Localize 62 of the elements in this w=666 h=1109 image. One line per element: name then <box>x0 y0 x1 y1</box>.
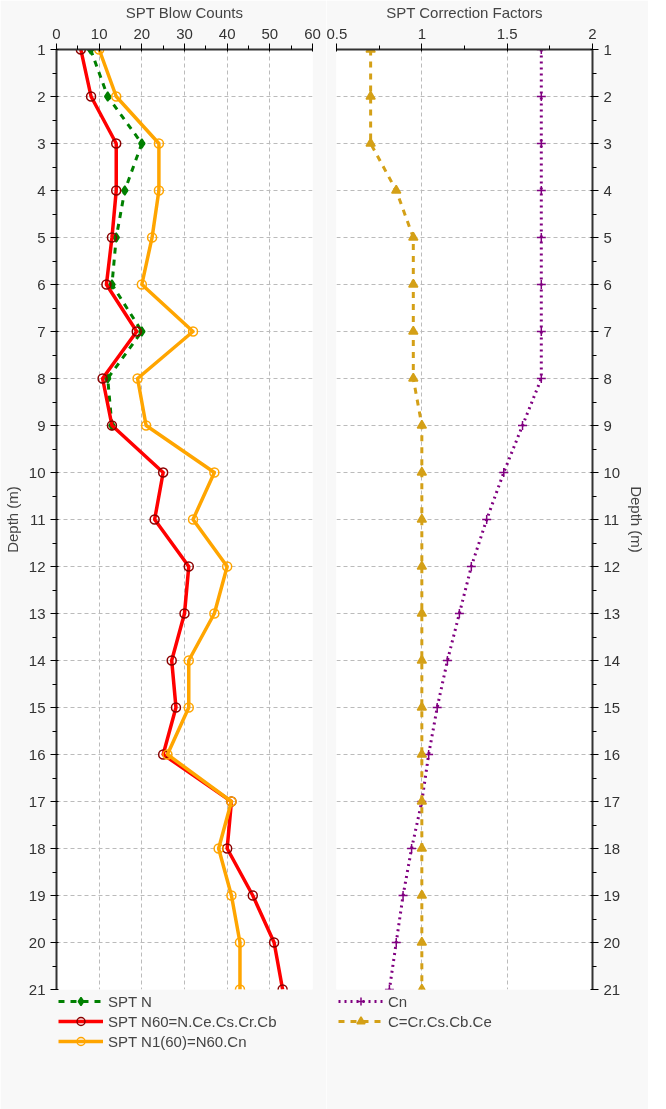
x-tick-label: 60 <box>304 24 321 42</box>
y-tick-label: 13 <box>28 604 46 622</box>
legend-label: SPT N60=N.Ce.Cs.Cr.Cb <box>108 1012 277 1030</box>
y-tick-label: 20 <box>603 933 621 951</box>
y-tick-label: 12 <box>603 557 621 575</box>
y-tick-label: 2 <box>603 87 612 105</box>
y-tick-label: 12 <box>28 557 46 575</box>
y-tick-label: 5 <box>603 228 612 246</box>
y-tick-label: 2 <box>37 87 46 105</box>
y-tick-label: 14 <box>603 651 621 669</box>
y-tick-label: 6 <box>37 275 46 293</box>
y-tick-label: 17 <box>603 792 621 810</box>
x-axis-title: SPT Blow Counts <box>125 3 244 21</box>
y-tick-label: 18 <box>28 839 46 857</box>
y-tick-label: 21 <box>28 980 46 998</box>
y-tick-label: 1 <box>37 40 46 58</box>
legend-label: SPT N1(60)=N60.Cn <box>108 1032 247 1050</box>
x-tick-label: 0 <box>52 24 61 42</box>
y-tick-label: 16 <box>603 745 621 763</box>
x-tick-label: 30 <box>176 24 193 42</box>
x-tick-label: 1.5 <box>496 24 518 42</box>
x-tick-label: 1 <box>417 24 427 42</box>
y-tick-label: 15 <box>603 698 621 716</box>
y-tick-label: 15 <box>28 698 46 716</box>
y-tick-label: 8 <box>603 369 612 387</box>
y-axis-title: Depth (m) <box>628 486 646 553</box>
y-tick-label: 8 <box>37 369 46 387</box>
y-axis-title: Depth (m) <box>3 486 21 553</box>
x-tick-label: 10 <box>90 24 108 42</box>
x-tick-label: 0.5 <box>326 24 348 42</box>
y-tick-label: 11 <box>29 510 46 528</box>
y-tick-label: 1 <box>603 40 612 58</box>
y-tick-label: 11 <box>603 510 620 528</box>
y-tick-label: 3 <box>37 134 46 152</box>
x-tick-label: 40 <box>218 24 236 42</box>
y-tick-label: 9 <box>37 416 46 434</box>
x-tick-label: 20 <box>133 24 151 42</box>
y-tick-label: 17 <box>28 792 46 810</box>
y-tick-label: 19 <box>603 886 621 904</box>
legend-label: C=Cr.Cs.Cb.Ce <box>388 1012 492 1030</box>
y-tick-label: 9 <box>603 416 612 434</box>
y-tick-label: 10 <box>28 463 46 481</box>
y-tick-label: 5 <box>37 228 46 246</box>
y-tick-label: 14 <box>28 651 46 669</box>
y-tick-label: 7 <box>603 322 612 340</box>
y-tick-label: 16 <box>28 745 46 763</box>
x-tick-label: 2 <box>588 24 597 42</box>
y-tick-label: 7 <box>37 322 46 340</box>
y-tick-label: 6 <box>603 275 612 293</box>
y-tick-label: 19 <box>28 886 46 904</box>
y-tick-label: 10 <box>603 463 621 481</box>
y-tick-label: 18 <box>603 839 621 857</box>
legend-label: Cn <box>388 992 408 1010</box>
y-tick-label: 13 <box>603 604 621 622</box>
y-tick-label: 3 <box>603 134 612 152</box>
legend-label: SPT N <box>108 992 152 1010</box>
x-axis-title: SPT Correction Factors <box>386 3 543 21</box>
x-tick-label: 50 <box>261 24 279 42</box>
y-tick-label: 21 <box>603 980 621 998</box>
y-tick-label: 4 <box>603 181 612 199</box>
y-tick-label: 20 <box>28 933 46 951</box>
y-tick-label: 4 <box>37 181 46 199</box>
